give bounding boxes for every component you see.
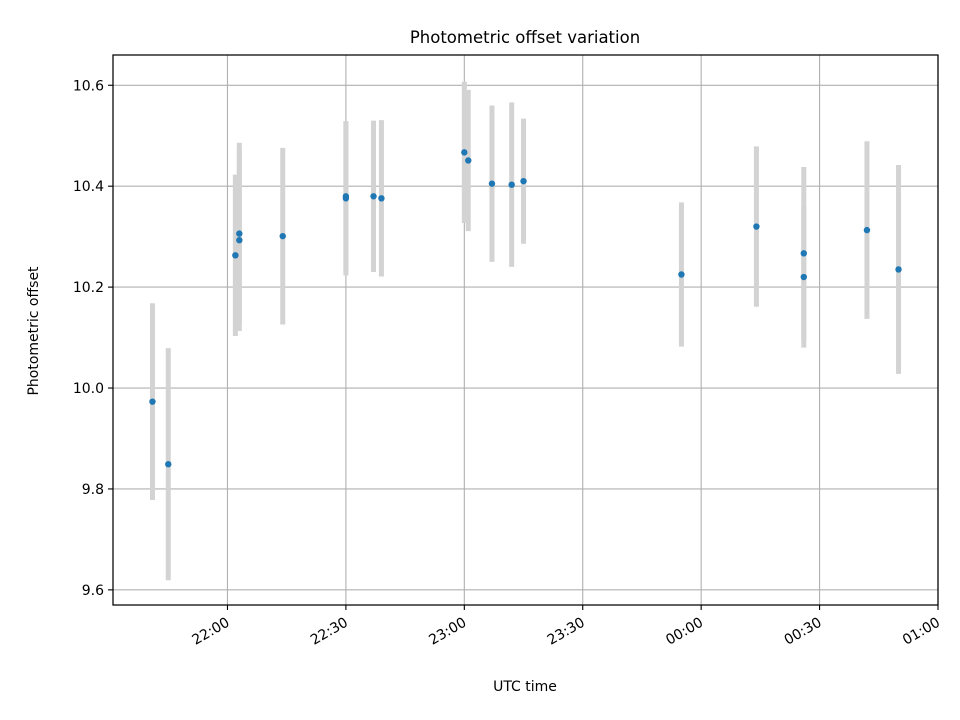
data-point [800,273,807,281]
data-point [236,230,243,237]
data-point [678,271,685,278]
data-point [279,232,286,240]
data-point [508,181,515,188]
x-axis-label: UTC time [493,679,557,695]
x-tick-label: 22:30 [308,615,351,649]
chart-title: Photometric offset variation [410,28,640,47]
y-tick-label: 10.4 [73,179,104,195]
grid-lines [113,55,939,605]
data-point [488,180,496,187]
data-point [800,250,807,257]
data-point [520,177,527,185]
plot-area-frame [112,54,939,606]
data-point [753,223,760,230]
y-tick-label: 9.6 [82,583,104,599]
x-axis-ticks: 22:00 22:30 23:00 23:30 00:00 00:30 01:00 [190,605,943,649]
data-point [165,461,172,468]
x-tick-label: 23:00 [426,615,469,649]
data-point [370,193,377,200]
y-tick-label: 10.2 [73,280,104,296]
data-point [465,157,472,164]
data-point [342,193,350,200]
data-point [863,226,871,234]
y-axis-label: Photometric offset [26,266,42,396]
data-point [461,149,468,156]
y-tick-label: 9.8 [82,482,104,498]
error-bars [149,81,902,581]
data-points [149,149,902,468]
y-axis-ticks: 9.6 9.8 10.0 10.2 10.4 10.6 [73,78,113,599]
x-tick-label: 00:30 [782,615,825,649]
y-tick-label: 10.6 [73,78,104,94]
x-tick-label: 00:00 [663,615,706,649]
data-point [236,236,243,244]
data-point [895,266,902,273]
x-tick-label: 23:30 [545,615,588,649]
x-tick-label: 22:00 [190,615,233,649]
x-tick-label: 01:00 [900,615,943,649]
data-point [232,252,239,259]
y-tick-label: 10.0 [73,381,104,397]
data-point [378,195,385,202]
data-point [149,398,156,405]
